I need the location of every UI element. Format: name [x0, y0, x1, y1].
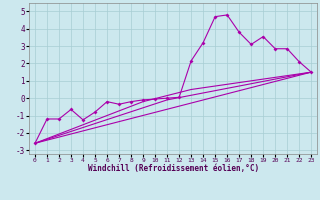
X-axis label: Windchill (Refroidissement éolien,°C): Windchill (Refroidissement éolien,°C)	[88, 164, 259, 173]
